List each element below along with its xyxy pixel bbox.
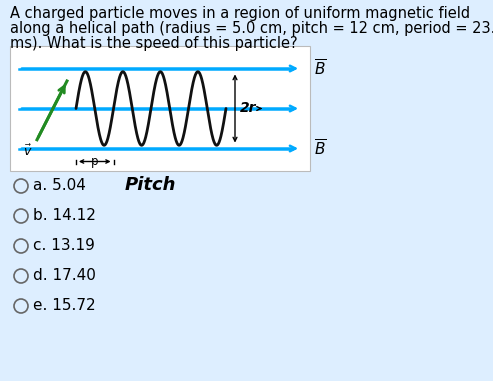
Text: A charged particle moves in a region of uniform magnetic field: A charged particle moves in a region of …	[10, 6, 470, 21]
Text: $\overline{B}$: $\overline{B}$	[314, 138, 326, 158]
Text: Pitch: Pitch	[124, 176, 176, 194]
Text: b. 14.12: b. 14.12	[33, 208, 96, 224]
Text: $\overline{B}$: $\overline{B}$	[314, 58, 326, 78]
Text: c. 13.19: c. 13.19	[33, 239, 95, 253]
Text: ms). What is the speed of this particle?: ms). What is the speed of this particle?	[10, 36, 298, 51]
Bar	[10, 46, 310, 171]
Text: e. 15.72: e. 15.72	[33, 298, 96, 314]
Text: $\vec{v}$: $\vec{v}$	[23, 144, 33, 159]
Text: 2r: 2r	[240, 101, 256, 115]
Text: p: p	[91, 155, 99, 168]
Text: a. 5.04: a. 5.04	[33, 179, 86, 194]
Text: d. 17.40: d. 17.40	[33, 269, 96, 283]
Text: along a helical path (radius = 5.0 cm, pitch = 12 cm, period = 23.8: along a helical path (radius = 5.0 cm, p…	[10, 21, 493, 36]
